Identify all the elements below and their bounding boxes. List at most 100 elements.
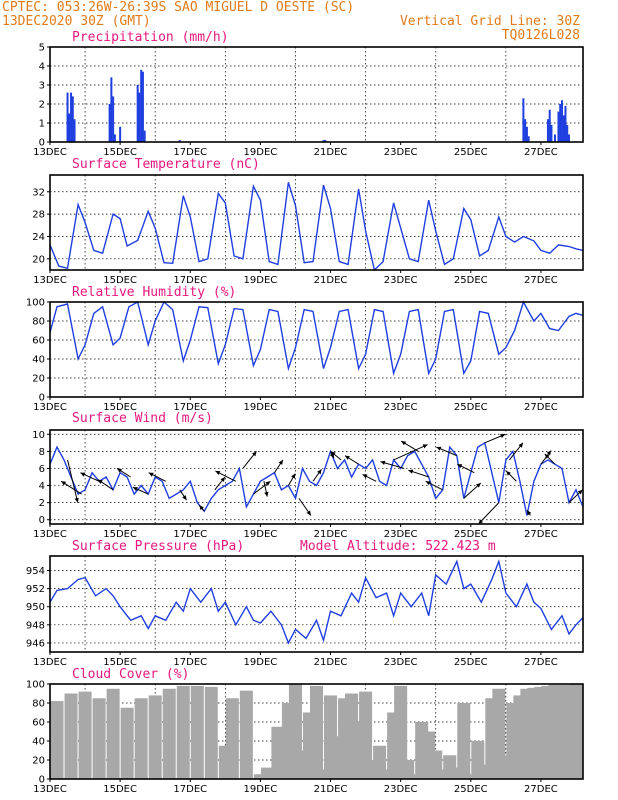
series-line	[49, 300, 584, 376]
precipitation-bar	[113, 134, 116, 142]
cloud-cover-bar	[309, 685, 324, 779]
cloud-cover-bar	[436, 769, 450, 779]
x-tick-label: 23DEC	[384, 657, 418, 668]
cloud-cover-bar	[225, 698, 239, 779]
wind-arrow-head	[199, 505, 204, 510]
precipitation-bar	[73, 119, 76, 142]
x-tick-label: 27DEC	[524, 147, 558, 158]
x-tick-label: 13DEC	[33, 402, 67, 413]
header-model: TQ0126L028	[502, 28, 580, 43]
cloud-cover-bar	[464, 774, 478, 779]
x-tick-label: 19DEC	[244, 275, 278, 286]
y-tick-label: 0	[39, 515, 45, 526]
precipitation-bar	[112, 96, 115, 142]
cloud-cover-bar	[317, 769, 331, 779]
wind-arrow-head	[215, 471, 221, 475]
plot-frame	[49, 46, 584, 143]
wind-arrow-head	[97, 479, 103, 484]
y-tick-label: 20	[32, 254, 45, 265]
wind-arrow-head	[117, 468, 122, 473]
x-tick-label: 17DEC	[173, 402, 207, 413]
x-tick-label: 15DEC	[103, 147, 137, 158]
wind-arrow-head	[306, 510, 311, 516]
x-tick-label: 23DEC	[384, 147, 418, 158]
cloud-cover-panel: Cloud Cover (%) 0 20 40 60 80 100 13DEC 15DEC 17…	[26, 667, 584, 795]
wind-arrow-head	[345, 455, 350, 460]
y-tick-label: 6	[39, 464, 45, 475]
plot-frame	[49, 683, 584, 780]
cloud-cover-bar	[190, 685, 204, 779]
precipitation-bar	[522, 98, 525, 142]
temperature-title: Surface Temperature (nC)	[72, 157, 260, 172]
precipitation-title: Precipitation (mm/h)	[72, 30, 229, 45]
cloud-cover-bar	[204, 686, 218, 779]
precipitation-bar	[178, 140, 181, 142]
precipitation-bar	[119, 126, 122, 142]
x-tick-label: 23DEC	[384, 784, 418, 795]
wind-arrow-head	[506, 471, 511, 476]
cloud-cover-bar	[408, 774, 422, 779]
y-tick-label: 80	[32, 699, 45, 710]
header-grid-note: Vertical Grid Line: 30Z	[400, 14, 580, 29]
cloud-cover-bar	[162, 688, 176, 779]
y-tick-label: 80	[32, 317, 45, 328]
y-tick-label: 8	[39, 447, 45, 458]
y-tick-label: 2	[39, 498, 45, 509]
wind-arrow	[67, 459, 79, 503]
x-tick-label: 19DEC	[244, 529, 278, 540]
precipitation-bar	[138, 92, 141, 142]
cloud-cover-bar	[380, 769, 394, 779]
cloud-cover-bar	[120, 707, 134, 779]
cloud-cover-bar	[569, 684, 583, 779]
wind-arrow-head	[436, 446, 442, 451]
precipitation-bar	[562, 115, 565, 142]
precipitation-bar	[566, 124, 569, 142]
y-tick-label: 100	[26, 680, 45, 691]
precipitation-bar	[527, 136, 530, 142]
x-tick-label: 21DEC	[314, 784, 348, 795]
precipitation-bar	[524, 119, 527, 142]
x-tick-label: 25DEC	[454, 784, 488, 795]
y-tick-label: 954	[26, 566, 45, 577]
wind-arrow-head	[291, 473, 296, 479]
x-tick-label: 17DEC	[173, 784, 207, 795]
wind-arrow-head	[457, 464, 463, 469]
x-tick-label: 27DEC	[524, 784, 558, 795]
x-tick-label: 15DEC	[103, 784, 137, 795]
precipitation-bar	[110, 77, 113, 142]
y-tick-label: 5	[39, 43, 45, 54]
cloud-cover-bar	[92, 698, 106, 779]
wind-arrow-head	[546, 450, 552, 456]
x-tick-label: 23DEC	[384, 529, 418, 540]
series-line	[49, 558, 584, 645]
wind-arrow-head	[220, 477, 225, 482]
y-tick-label: 1	[39, 119, 45, 130]
y-tick-label: 100	[26, 298, 45, 309]
wind-arrow-head	[252, 451, 257, 457]
wind-arrow-head	[478, 519, 484, 524]
x-tick-label: 13DEC	[33, 784, 67, 795]
precipitation-bar	[136, 85, 139, 142]
y-tick-label: 950	[26, 602, 45, 613]
y-tick-label: 60	[32, 336, 45, 347]
x-tick-label: 19DEC	[244, 657, 278, 668]
cloud-cover-bar	[134, 698, 148, 779]
cloud-cover-bar	[457, 703, 471, 779]
pressure-title: Surface Pressure (hPa)	[72, 539, 244, 554]
precipitation-bar	[548, 109, 551, 142]
x-tick-label: 13DEC	[33, 147, 67, 158]
y-tick-label: 4	[39, 62, 45, 73]
precipitation-bar	[559, 104, 562, 142]
precipitation-bar	[141, 71, 144, 142]
x-tick-label: 13DEC	[33, 275, 67, 286]
y-tick-label: 60	[32, 718, 45, 729]
wind-arrow-head	[408, 469, 414, 474]
precipitation-panel: Precipitation (mm/h) 0 1 2 3 4 5 13DEC 15DEC 17D…	[33, 30, 584, 158]
plot-frame	[49, 174, 584, 271]
wind-arrow-head	[264, 491, 269, 497]
wind-arrow-head	[380, 460, 386, 465]
precipitation-bar	[324, 140, 327, 142]
y-tick-label: 28	[32, 210, 45, 221]
x-tick-label: 17DEC	[173, 275, 207, 286]
model-altitude-note: Model Altitude: 522.423 m	[300, 539, 496, 554]
